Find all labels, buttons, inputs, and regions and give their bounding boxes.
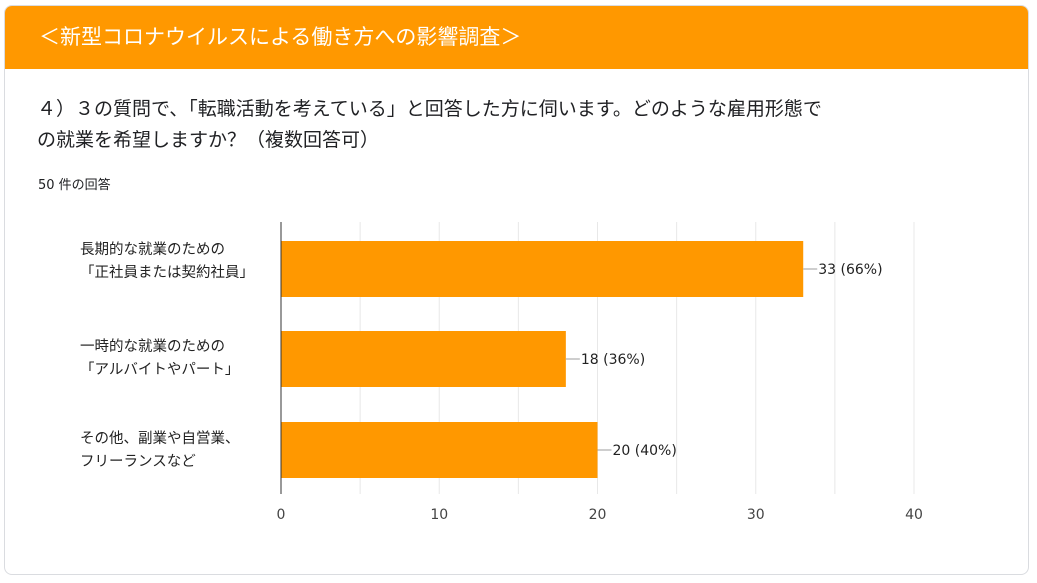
category-label-line: 長期的な就業のための (80, 242, 225, 258)
data-label: 18 (36%) (581, 352, 645, 368)
bar (281, 241, 804, 297)
bar (281, 422, 598, 478)
category-label-line: 「正社員または契約社員」 (80, 265, 254, 281)
category-label: 一時的な就業のための 「アルバイトやパート」 (80, 336, 239, 382)
category-label-line: その他、副業や自営業、 (80, 431, 240, 447)
survey-title: ＜新型コロナウイルスによる働き方への影響調査＞ (39, 25, 522, 49)
question-line-1: ４）３の質問で、「転職活動を考えている」と回答した方に伺います。どのような雇用形… (37, 98, 822, 120)
category-label-line: 一時的な就業のための (80, 339, 225, 355)
question-line-2: の就業を希望しますか？（複数回答可） (37, 129, 380, 151)
x-tick-label: 20 (589, 507, 607, 523)
bar (281, 331, 566, 387)
question-text: ４）３の質問で、「転職活動を考えている」と回答した方に伺います。どのような雇用形… (37, 94, 967, 156)
x-tick-label: 10 (430, 507, 448, 523)
category-label: 長期的な就業のための「正社員または契約社員」 (80, 239, 254, 285)
response-count: 50 件の回答 (38, 178, 111, 193)
survey-banner: ＜新型コロナウイルスによる働き方への影響調査＞ (5, 6, 1028, 69)
x-tick-label: 40 (905, 507, 923, 523)
data-label: 33 (66%) (818, 262, 882, 278)
x-tick-label: 0 (277, 507, 286, 523)
category-label: その他、副業や自営業、 フリーランスなど (80, 428, 240, 474)
category-label-line: フリーランスなど (80, 454, 196, 470)
category-label-line: 「アルバイトやパート」 (80, 362, 240, 378)
survey-card: ＜新型コロナウイルスによる働き方への影響調査＞ ４）３の質問で、「転職活動を考え… (4, 5, 1029, 575)
data-label: 20 (40%) (613, 443, 677, 459)
x-tick-label: 30 (747, 507, 765, 523)
